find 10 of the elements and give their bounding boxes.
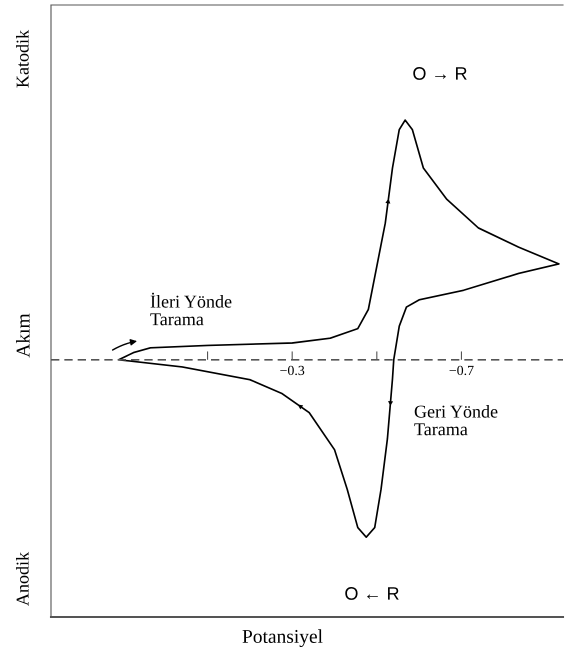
y-axis-title: Akım	[16, 314, 30, 358]
text: O ← R	[345, 587, 399, 600]
annotation: İleri Yönde Tarama	[150, 292, 232, 326]
x-tick-label: −0.3	[280, 366, 304, 376]
annotation: Geri Yönde Tarama	[414, 405, 498, 436]
x-axis-title: Potansiyel	[242, 629, 323, 647]
text: Katodik	[16, 30, 29, 88]
x-tick-label: −0.7	[450, 366, 474, 376]
text: O → R	[413, 67, 467, 80]
text: Anodik	[16, 552, 29, 606]
